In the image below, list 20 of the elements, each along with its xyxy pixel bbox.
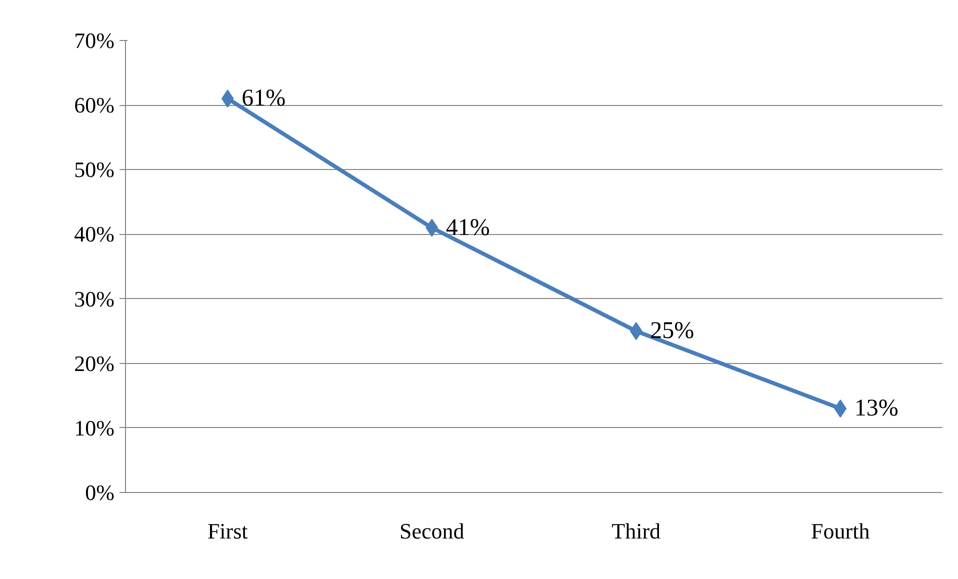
x-tick-label: Third xyxy=(612,518,661,544)
y-tick-label: 10% xyxy=(74,415,114,440)
x-tick-label: Second xyxy=(399,518,464,544)
point xyxy=(630,322,642,340)
data-label: 13% xyxy=(854,396,898,422)
x-tick-label: Fourth xyxy=(811,518,870,544)
point xyxy=(426,218,438,237)
x-tick-label: First xyxy=(207,518,248,544)
y-tick-label: 40% xyxy=(74,222,114,247)
data-label: 25% xyxy=(650,318,694,344)
y-tick-label: 70% xyxy=(74,28,114,53)
y-tick-label: 30% xyxy=(74,286,114,312)
y-tick-label: 20% xyxy=(74,350,114,376)
y-tick-label: 50% xyxy=(74,157,114,182)
data-label: 41% xyxy=(446,214,490,241)
point xyxy=(221,90,234,108)
data-label: 61% xyxy=(242,86,286,112)
y-tick-label: 0% xyxy=(85,480,114,505)
y-tick-label: 60% xyxy=(74,92,114,118)
point xyxy=(834,400,847,418)
